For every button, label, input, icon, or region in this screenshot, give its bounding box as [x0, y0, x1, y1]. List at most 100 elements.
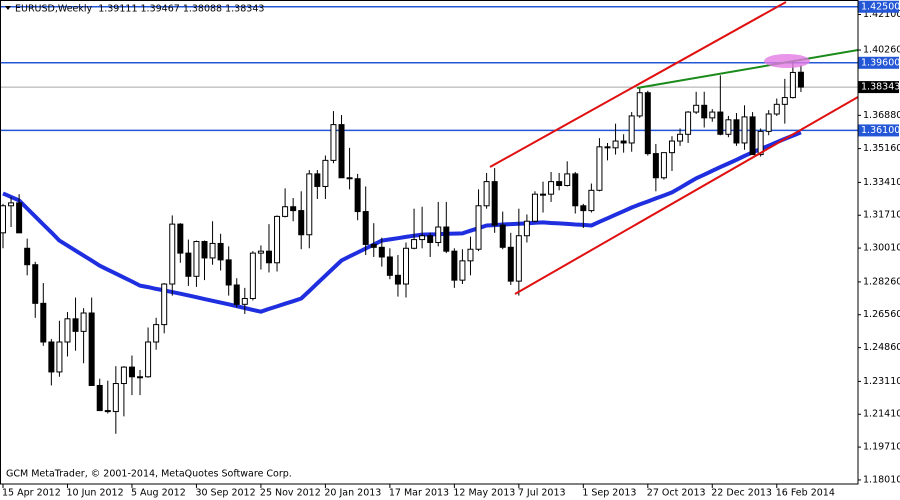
candle-body: [644, 92, 651, 155]
candle-body: [757, 130, 764, 156]
candle-body: [749, 116, 756, 156]
candle-body: [225, 259, 232, 286]
candle-body: [0, 205, 6, 234]
candle-body: [201, 241, 208, 259]
candle-body: [419, 235, 426, 241]
candle-body: [435, 226, 442, 243]
y-tick-label: 1.30010: [863, 243, 900, 254]
candle-body: [693, 104, 700, 113]
y-tick-label: 1.19710: [863, 442, 900, 453]
x-tick-label: 10 Jun 2012: [66, 488, 123, 499]
candle-body: [8, 202, 15, 207]
candle-body: [717, 111, 724, 135]
candle-body: [16, 202, 23, 234]
candle-body: [531, 193, 538, 222]
candle-body: [177, 223, 184, 254]
candle-body: [104, 410, 111, 413]
level-label-box: [858, 0, 899, 13]
x-tick-label: 15 Apr 2012: [2, 488, 61, 499]
candle-body: [193, 241, 200, 277]
candle-body: [378, 246, 385, 258]
candle-body: [241, 298, 248, 305]
candle-body: [427, 235, 434, 243]
menu-arrow: [5, 6, 11, 10]
candle-body: [411, 239, 418, 249]
x-tick-label: 7 Jul 2013: [518, 488, 566, 499]
highlight: [764, 54, 810, 68]
candle-body: [725, 119, 732, 135]
x-tick-label: 30 Sep 2012: [195, 488, 255, 499]
footer: GCM MetaTrader, © 2001-2014, MetaQuotes …: [6, 469, 292, 480]
candle-body: [660, 152, 667, 179]
channel-lower: [514, 96, 858, 295]
candle-body: [403, 247, 409, 285]
y-tick-label: 1.36880: [863, 110, 900, 121]
candle-body: [128, 366, 135, 378]
candle-body: [701, 104, 708, 119]
x-tick-label: 22 Dec 2013: [711, 488, 772, 499]
candle-body: [612, 140, 619, 149]
candle-body: [733, 119, 740, 144]
candle-body: [467, 248, 474, 262]
candle-body: [209, 242, 216, 259]
level-label-box: [858, 124, 899, 137]
candle-body: [515, 235, 522, 282]
candle-body: [137, 376, 144, 379]
x-tick-label: 17 Mar 2013: [389, 488, 449, 499]
y-tick-label: 1.24860: [863, 342, 900, 353]
x-tick-label: 5 Aug 2012: [131, 488, 186, 499]
candle-body: [257, 250, 264, 254]
resistance-line: [636, 49, 858, 89]
candle-body: [491, 181, 498, 226]
candle-body: [249, 252, 256, 300]
y-tick-label: 1.18010: [863, 474, 900, 485]
candle-body: [596, 146, 603, 191]
candle-body: [652, 153, 659, 179]
candle-body: [354, 178, 361, 213]
candle-body: [362, 211, 369, 245]
moving-average: [2, 130, 802, 314]
candle-body: [628, 115, 635, 144]
candle-body: [322, 159, 329, 187]
candle-body: [636, 92, 643, 117]
candle-body: [72, 318, 79, 332]
candle-body: [185, 252, 192, 277]
candle-body: [161, 283, 168, 326]
candle-body: [394, 274, 401, 285]
candle-body: [604, 146, 611, 149]
y-tick-label: 1.42100: [863, 9, 900, 20]
y-tick-label: 1.40260: [863, 45, 900, 56]
candle-body: [548, 181, 555, 195]
candle-body: [370, 243, 377, 248]
candle-body: [580, 205, 587, 212]
candle-body: [265, 250, 272, 264]
candle-body: [797, 71, 804, 88]
candle-body: [233, 284, 240, 305]
candle-body: [620, 140, 627, 144]
candle-body: [781, 97, 788, 105]
candle-body: [88, 312, 95, 386]
y-tick-label: 1.28260: [863, 276, 900, 287]
x-tick-label: 25 Nov 2012: [260, 488, 321, 499]
y-tick-label: 1.33410: [863, 177, 900, 188]
candle-body: [685, 111, 692, 135]
candle-body: [789, 71, 796, 99]
x-tick-label: 27 Oct 2013: [647, 488, 706, 499]
candle-body: [556, 181, 563, 186]
level-label: 1.36100: [861, 125, 900, 136]
current-price-box: [858, 81, 899, 94]
candle-body: [709, 111, 716, 119]
candle-body: [386, 256, 393, 276]
y-tick-label: 1.21410: [863, 409, 900, 420]
plot-area: [0, 6, 858, 434]
candle-body: [274, 215, 281, 264]
candle-body: [32, 264, 39, 304]
candle-body: [120, 366, 127, 385]
candle-body: [298, 210, 305, 236]
plot-border: [0, 0, 859, 485]
candle-body: [290, 206, 297, 212]
y-tick-label: 1.31710: [863, 210, 900, 221]
candle-body: [459, 260, 466, 281]
